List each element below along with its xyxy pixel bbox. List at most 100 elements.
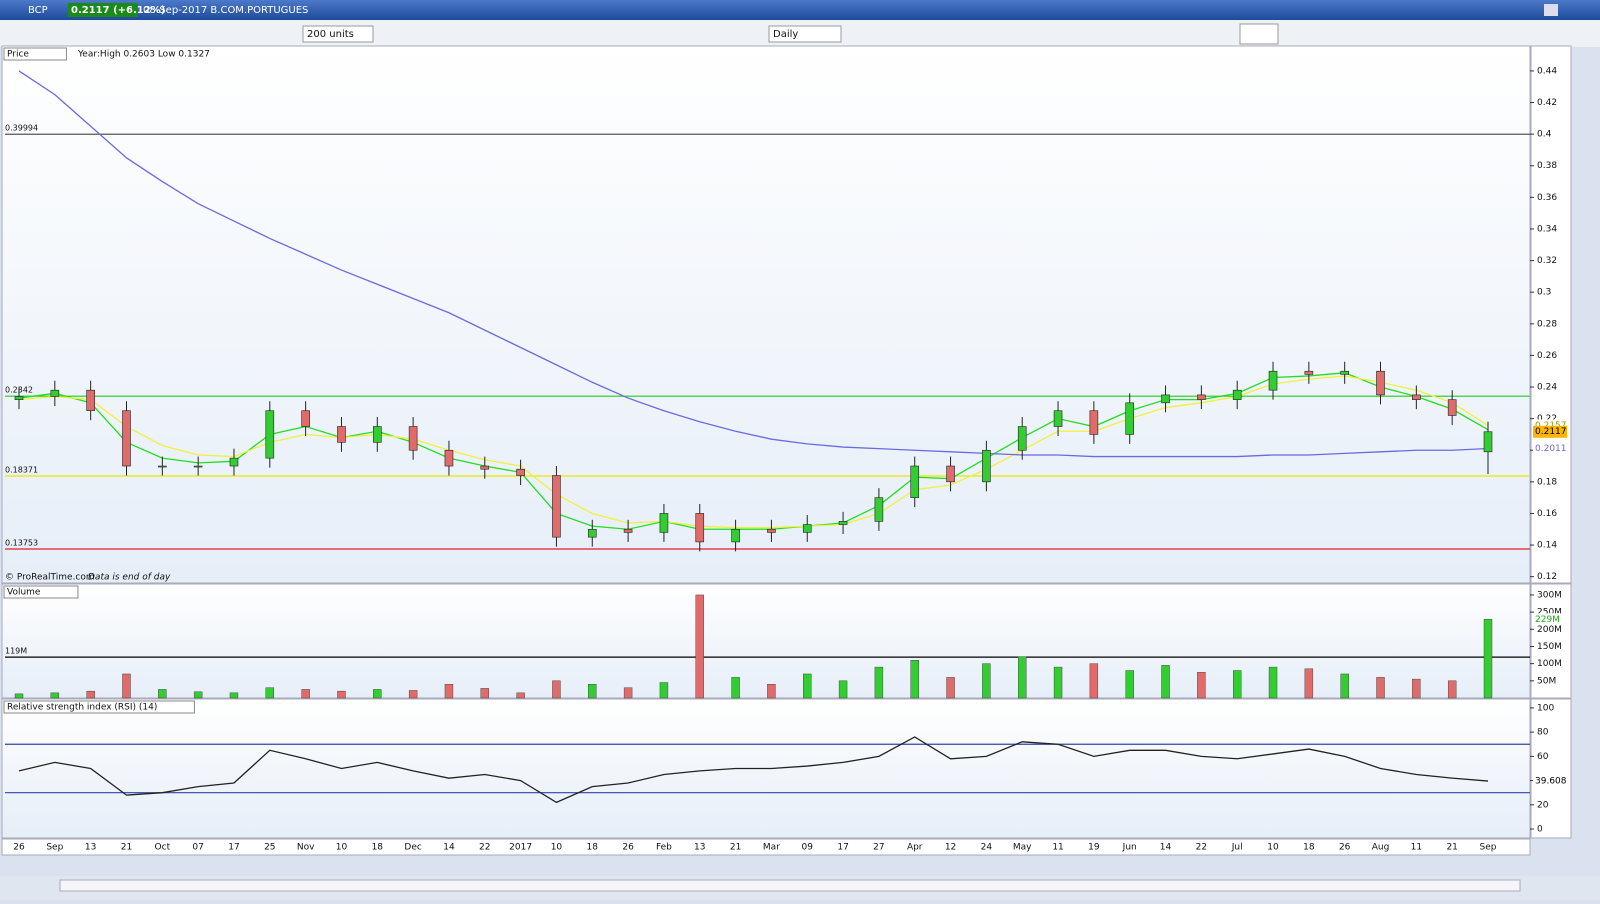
- y-tick-label: 0.44: [1537, 66, 1557, 76]
- x-tick-label: 11: [1052, 843, 1063, 853]
- candle-body: [695, 513, 705, 543]
- level-label: 119M: [5, 647, 27, 656]
- period-select[interactable]: [768, 25, 842, 43]
- candle-body: [1197, 394, 1206, 400]
- volume-bar: [695, 594, 704, 699]
- candle-body: [1376, 370, 1385, 396]
- candle-body: [408, 426, 418, 451]
- units-select[interactable]: [302, 25, 374, 43]
- x-tick-label: Jul: [1231, 843, 1243, 853]
- x-tick-label: Nov: [297, 843, 315, 853]
- close-button[interactable]: [1544, 4, 1558, 16]
- y-tick-label: 0.42: [1537, 98, 1557, 108]
- y-tick-label: 0.38: [1537, 161, 1557, 171]
- candle-body: [1053, 410, 1063, 427]
- volume-bar: [1304, 668, 1314, 699]
- x-tick-label: 17: [228, 843, 239, 853]
- candle-body: [587, 528, 597, 538]
- level-label: 0.13753: [5, 538, 38, 547]
- quote: 0.2117 (+6.12%): [71, 5, 165, 16]
- candle-body: [1483, 431, 1493, 453]
- x-tick-label: Dec: [404, 843, 421, 853]
- y-tick-label: 60: [1537, 752, 1549, 762]
- volume-bar: [1232, 670, 1242, 699]
- volume-bar: [910, 660, 919, 699]
- candle-body: [337, 426, 346, 443]
- y-tick-label: 20: [1537, 800, 1549, 810]
- x-tick-label: 10: [336, 843, 348, 853]
- candle-body: [301, 410, 310, 427]
- x-tick-label: 27: [873, 843, 884, 853]
- candle-body: [444, 449, 454, 467]
- scrollbar[interactable]: [59, 879, 1521, 892]
- panel-title: Volume: [7, 588, 41, 598]
- panel-title-box: [3, 700, 195, 714]
- period: Daily: [773, 29, 798, 40]
- panel-title: Relative strength index (RSI) (14): [7, 703, 157, 713]
- volume-bar: [1089, 663, 1099, 699]
- value-badge: [1533, 425, 1567, 438]
- footer: © ProRealTime.com: [5, 573, 95, 583]
- candle-body: [659, 513, 669, 533]
- footer-note: Data is end of day: [88, 573, 171, 583]
- volume-bar: [946, 677, 955, 699]
- volume-bar: [1412, 678, 1421, 699]
- x-tick-label: Sep: [1480, 843, 1497, 853]
- x-tick-label: Apr: [907, 843, 923, 853]
- y-tick-label: 150M: [1537, 642, 1562, 652]
- volume-bar: [265, 687, 275, 699]
- y-tick-label: 0: [1537, 825, 1543, 835]
- volume-bar: [731, 677, 740, 699]
- candle-body: [731, 528, 740, 543]
- volume-bar: [337, 690, 346, 699]
- candle-body: [982, 449, 991, 483]
- volume-bar: [14, 693, 24, 699]
- x-tick-label: 26: [1339, 843, 1351, 853]
- x-tick-label: 14: [1160, 843, 1172, 853]
- candle-body: [1089, 410, 1099, 435]
- y-tick-label: 250M: [1537, 608, 1562, 618]
- candle-body: [552, 475, 561, 538]
- volume-bar: [50, 692, 60, 699]
- volume-bar: [1376, 677, 1385, 699]
- y-tick-label: 200M: [1537, 625, 1562, 635]
- candle-body: [910, 465, 920, 498]
- x-tick-label: 21: [121, 843, 132, 853]
- y-tick-label: 0.18: [1537, 477, 1557, 487]
- candle-body: [265, 410, 275, 459]
- volume-bar: [874, 666, 884, 699]
- candle-body: [1017, 426, 1027, 451]
- volume-bar: [1447, 680, 1457, 699]
- y-tick-label: 0.24: [1537, 383, 1557, 393]
- candle-body: [946, 465, 955, 483]
- x-tick-label: 07: [192, 843, 203, 853]
- x-tick-label: 2017: [509, 843, 532, 853]
- volume-bar: [767, 684, 776, 699]
- x-tick-label: 21: [730, 843, 741, 853]
- value-badge-label: 0.2117: [1535, 427, 1567, 437]
- x-tick-label: Sep: [46, 843, 63, 853]
- volume-bar: [982, 663, 991, 699]
- candle-body: [802, 524, 812, 533]
- value-badge-label: 0.2011: [1535, 444, 1567, 454]
- candle-body: [480, 465, 490, 470]
- candle-body: [193, 465, 203, 468]
- y-tick-label: 0.26: [1537, 351, 1557, 361]
- chart-type-button[interactable]: [1239, 23, 1279, 45]
- x-tick-label: 13: [85, 843, 96, 853]
- x-tick-label: 26: [13, 843, 25, 853]
- candle-body: [50, 389, 60, 397]
- candle-body: [838, 521, 848, 525]
- symbol: BCP: [28, 5, 48, 16]
- volume-bar: [193, 691, 203, 699]
- y-tick-label: 0.4: [1537, 130, 1552, 140]
- subtitle: Year:High 0.2603 Low 0.1327: [77, 50, 210, 60]
- value-badge: [1533, 613, 1567, 626]
- candle-body: [229, 457, 239, 467]
- x-tick-label: Mar: [763, 843, 780, 853]
- y-tick-label: 0.14: [1537, 541, 1557, 551]
- volume-bar: [552, 680, 561, 699]
- volume-bar: [229, 692, 239, 699]
- x-tick-label: 11: [1411, 843, 1422, 853]
- x-tick-label: 14: [443, 843, 455, 853]
